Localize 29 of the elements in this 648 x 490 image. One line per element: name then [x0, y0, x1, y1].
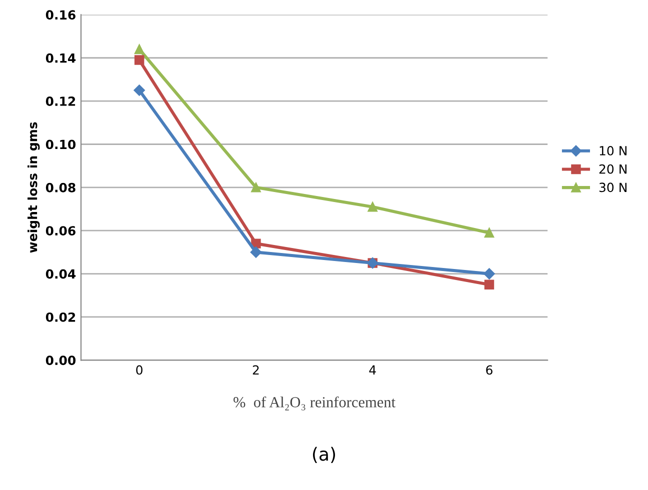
legend-label: 20 N — [599, 164, 626, 174]
y-tick-label: 0.10 — [46, 140, 76, 150]
y-tick-label: 0.06 — [46, 226, 76, 236]
point — [251, 182, 261, 192]
y-tick-label: 0.00 — [46, 356, 76, 366]
y-tick-label: 0.16 — [46, 10, 76, 20]
y-tick-label: 0.02 — [46, 312, 76, 322]
point — [250, 246, 262, 258]
point — [368, 202, 378, 212]
point — [134, 44, 144, 54]
point — [484, 228, 494, 238]
y-tick-label: 0.04 — [46, 269, 76, 279]
y-tick-label: 0.14 — [46, 53, 76, 63]
point — [484, 268, 495, 280]
legend-label: 10 N — [600, 146, 626, 156]
point — [134, 84, 145, 96]
y-tick-label: 0.12 — [46, 96, 76, 106]
point — [251, 238, 261, 248]
x-tick-label: 2 — [252, 365, 259, 375]
y-axis-title: weight loss in gms — [28, 122, 40, 253]
point — [484, 280, 494, 290]
x-tick-label: 0 — [136, 365, 142, 375]
x-tick-label: 4 — [369, 365, 376, 375]
x-axis-title: % of Al₂O₃ reinforcement — [234, 396, 396, 410]
legend-label: 30 N — [599, 182, 626, 192]
text: (a) — [312, 446, 336, 463]
point — [134, 55, 144, 65]
y-tick-label: 0.08 — [46, 182, 76, 192]
x-tick-label: 6 — [486, 365, 492, 375]
